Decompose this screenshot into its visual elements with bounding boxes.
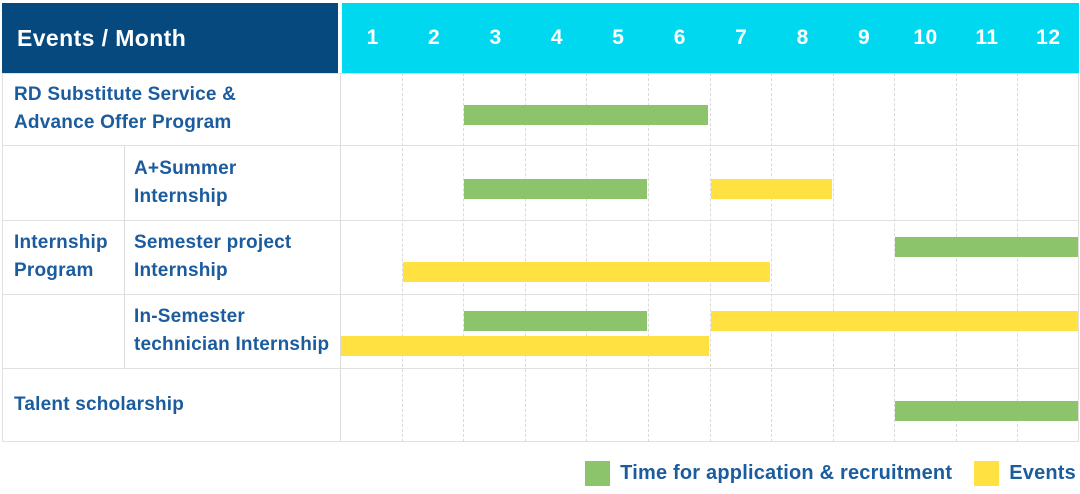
legend: Time for application & recruitment Events [585, 458, 1076, 488]
gantt-bar-green [895, 401, 1078, 421]
row-divider [2, 294, 1079, 295]
month-gridline [832, 73, 834, 442]
sub-column-divider [124, 145, 125, 368]
month-gridline [647, 73, 649, 442]
month-header-cell: 11 [975, 26, 999, 49]
month-gridline [771, 73, 773, 442]
gantt-bar-green [895, 237, 1078, 257]
month-header-cell: 12 [1036, 26, 1061, 49]
row-label: RD Substitute Service & Advance Offer Pro… [14, 73, 334, 145]
month-header-cell: 7 [735, 26, 748, 49]
legend-item: Events [974, 460, 1076, 486]
legend-label: Events [1009, 461, 1076, 484]
month-header-cell: 8 [796, 26, 809, 49]
legend-swatch-green [585, 460, 611, 486]
month-gridline [463, 73, 465, 442]
month-header-cell: 1 [366, 26, 379, 49]
month-gridline [401, 73, 403, 442]
row-label-line: A+Summer [134, 157, 237, 179]
gantt-bar-yellow [710, 178, 832, 199]
row-label: Semester project Internship [134, 220, 334, 294]
month-header-cell: 3 [489, 26, 502, 49]
legend-item: Time for application & recruitment [585, 460, 953, 486]
gantt-bar-yellow [341, 336, 709, 356]
row-divider [2, 368, 1079, 369]
row-label-line: Advance Offer Program [14, 112, 232, 133]
gantt-bar-green [464, 311, 647, 331]
month-header-cell: 2 [428, 26, 441, 49]
row-label-line: Internship [134, 185, 228, 207]
gantt-bar-yellow [710, 311, 1078, 331]
header-title-cell: Events / Month [2, 3, 338, 73]
row-label: In-Semester technician Internship [134, 294, 334, 368]
legend-label: Time for application & recruitment [620, 461, 953, 484]
row-divider [2, 220, 1079, 221]
month-header: 1 2 3 4 5 6 7 8 9 10 11 12 [342, 3, 1079, 73]
month-gridline [709, 73, 711, 442]
group-label-line: Internship [14, 231, 108, 253]
gantt-bar-green [464, 178, 647, 199]
group-label-line: Program [14, 259, 94, 281]
month-gridline [1017, 73, 1019, 442]
row-label-line: Internship [134, 260, 228, 281]
month-gridline [894, 73, 896, 442]
row-label-line: technician Internship [134, 334, 330, 355]
row-label: Talent scholarship [14, 368, 334, 442]
month-header-cell: 6 [673, 26, 686, 49]
gantt-bar-yellow [402, 262, 771, 282]
row-label-line: RD Substitute Service & [14, 84, 237, 105]
month-header-cell: 4 [550, 26, 564, 49]
month-gridline [586, 73, 588, 442]
month-header-cell: 10 [913, 26, 938, 49]
row-label-line: In-Semester [134, 306, 245, 327]
row-label-line: Semester project [134, 232, 292, 253]
group-label: Internship Program [14, 145, 118, 368]
legend-swatch-yellow [974, 460, 1000, 486]
month-gridline [524, 73, 526, 442]
month-gridline [955, 73, 957, 442]
month-header-cell: 9 [857, 26, 871, 49]
table-body-frame [2, 73, 1079, 442]
row-divider [2, 145, 1079, 146]
row-label: A+Summer Internship [134, 145, 334, 220]
page-title: Events / Month [17, 24, 187, 51]
gantt-bar-green [464, 105, 709, 125]
month-header-cell: 5 [612, 26, 625, 49]
row-label-line: Talent scholarship [14, 394, 185, 415]
label-column-divider [340, 73, 341, 442]
